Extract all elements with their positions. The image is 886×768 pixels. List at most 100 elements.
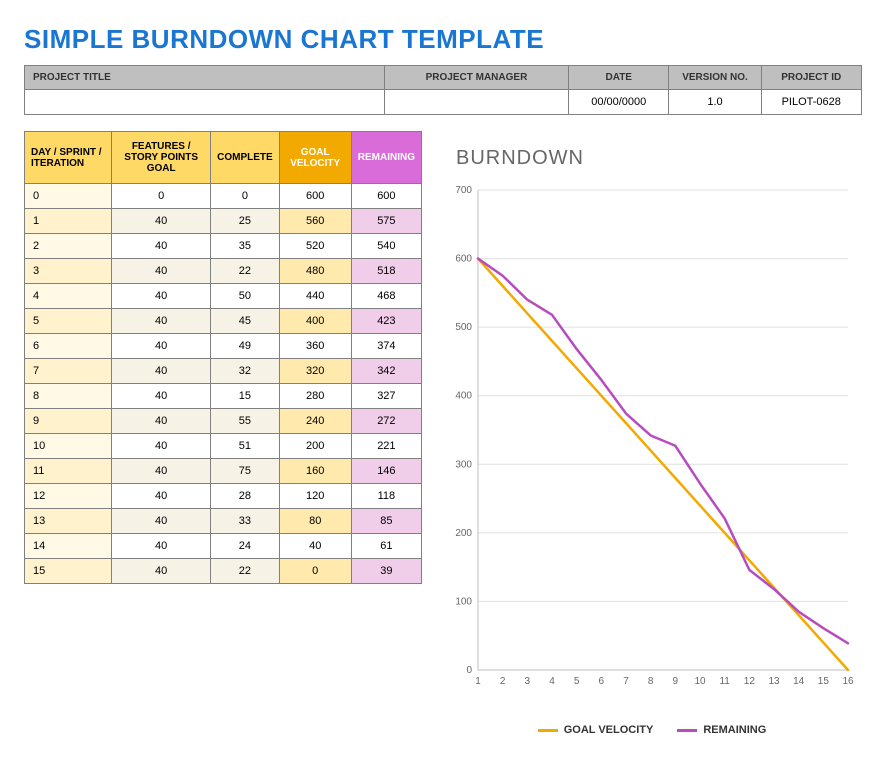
cell-points: 40 — [112, 234, 211, 259]
cell-day: 11 — [25, 459, 112, 484]
cell-goal-velocity: 320 — [279, 359, 351, 384]
cell-day: 15 — [25, 559, 112, 584]
legend-label: REMAINING — [703, 724, 766, 736]
meta-header-project-title: PROJECT TITLE — [25, 66, 385, 90]
svg-text:200: 200 — [455, 528, 472, 539]
meta-value-version[interactable]: 1.0 — [669, 90, 761, 115]
table-row: 114075160146 — [25, 459, 422, 484]
cell-day: 12 — [25, 484, 112, 509]
cell-complete: 15 — [211, 384, 280, 409]
burndown-chart-container: BURNDOWN 0100200300400500600700123456789… — [442, 131, 862, 736]
svg-text:8: 8 — [648, 676, 654, 687]
cell-points: 40 — [112, 534, 211, 559]
svg-text:16: 16 — [842, 676, 854, 687]
cell-points: 40 — [112, 509, 211, 534]
cell-goal-velocity: 0 — [279, 559, 351, 584]
meta-header-version: VERSION NO. — [669, 66, 761, 90]
cell-remaining: 39 — [351, 559, 421, 584]
meta-value-date[interactable]: 00/00/0000 — [569, 90, 669, 115]
cell-complete: 24 — [211, 534, 280, 559]
cell-goal-velocity: 400 — [279, 309, 351, 334]
cell-complete: 55 — [211, 409, 280, 434]
cell-day: 2 — [25, 234, 112, 259]
cell-goal-velocity: 440 — [279, 284, 351, 309]
cell-remaining: 342 — [351, 359, 421, 384]
cell-day: 14 — [25, 534, 112, 559]
svg-text:500: 500 — [455, 322, 472, 333]
chart-legend: GOAL VELOCITY REMAINING — [442, 724, 862, 736]
cell-goal-velocity: 360 — [279, 334, 351, 359]
cell-goal-velocity: 40 — [279, 534, 351, 559]
cell-goal-velocity: 200 — [279, 434, 351, 459]
cell-remaining: 118 — [351, 484, 421, 509]
cell-complete: 45 — [211, 309, 280, 334]
cell-complete: 50 — [211, 284, 280, 309]
svg-text:7: 7 — [623, 676, 629, 687]
svg-text:11: 11 — [719, 676, 730, 687]
cell-remaining: 374 — [351, 334, 421, 359]
svg-text:600: 600 — [455, 254, 472, 265]
cell-complete: 51 — [211, 434, 280, 459]
cell-points: 40 — [112, 334, 211, 359]
table-row: 24035520540 — [25, 234, 422, 259]
cell-complete: 22 — [211, 259, 280, 284]
cell-points: 40 — [112, 459, 211, 484]
meta-header-project-manager: PROJECT MANAGER — [384, 66, 568, 90]
cell-complete: 75 — [211, 459, 280, 484]
cell-complete: 28 — [211, 484, 280, 509]
cell-remaining: 423 — [351, 309, 421, 334]
table-row: 104051200221 — [25, 434, 422, 459]
legend-label: GOAL VELOCITY — [564, 724, 654, 736]
col-header-remaining: REMAINING — [351, 132, 421, 184]
table-row: 1340338085 — [25, 509, 422, 534]
svg-text:13: 13 — [768, 676, 780, 687]
cell-points: 40 — [112, 434, 211, 459]
cell-points: 40 — [112, 359, 211, 384]
cell-day: 4 — [25, 284, 112, 309]
col-header-day: DAY / SPRINT / ITERATION — [25, 132, 112, 184]
burndown-data-table: DAY / SPRINT / ITERATION FEATURES / STOR… — [24, 131, 422, 584]
cell-points: 40 — [112, 209, 211, 234]
svg-text:100: 100 — [455, 596, 472, 607]
meta-value-project-title[interactable] — [25, 90, 385, 115]
meta-header-project-id: PROJECT ID — [761, 66, 861, 90]
svg-text:14: 14 — [793, 676, 805, 687]
cell-remaining: 600 — [351, 184, 421, 209]
meta-header-date: DATE — [569, 66, 669, 90]
cell-points: 40 — [112, 384, 211, 409]
svg-text:9: 9 — [673, 676, 679, 687]
project-meta-table: PROJECT TITLE PROJECT MANAGER DATE VERSI… — [24, 65, 862, 115]
table-row: 124028120118 — [25, 484, 422, 509]
svg-text:2: 2 — [500, 676, 506, 687]
table-row: 000600600 — [25, 184, 422, 209]
legend-swatch — [538, 729, 558, 732]
meta-value-project-manager[interactable] — [384, 90, 568, 115]
svg-text:5: 5 — [574, 676, 580, 687]
cell-complete: 25 — [211, 209, 280, 234]
table-row: 64049360374 — [25, 334, 422, 359]
cell-remaining: 146 — [351, 459, 421, 484]
col-header-complete: COMPLETE — [211, 132, 280, 184]
svg-text:15: 15 — [818, 676, 830, 687]
cell-day: 3 — [25, 259, 112, 284]
table-row: 154022039 — [25, 559, 422, 584]
cell-remaining: 575 — [351, 209, 421, 234]
svg-text:300: 300 — [455, 459, 472, 470]
cell-remaining: 327 — [351, 384, 421, 409]
table-row: 94055240272 — [25, 409, 422, 434]
cell-remaining: 221 — [351, 434, 421, 459]
cell-goal-velocity: 240 — [279, 409, 351, 434]
cell-complete: 35 — [211, 234, 280, 259]
meta-value-project-id[interactable]: PILOT-0628 — [761, 90, 861, 115]
svg-text:6: 6 — [599, 676, 605, 687]
cell-day: 10 — [25, 434, 112, 459]
legend-swatch — [677, 729, 697, 732]
data-table-header-row: DAY / SPRINT / ITERATION FEATURES / STOR… — [25, 132, 422, 184]
cell-day: 13 — [25, 509, 112, 534]
cell-remaining: 518 — [351, 259, 421, 284]
cell-points: 40 — [112, 409, 211, 434]
cell-points: 40 — [112, 284, 211, 309]
col-header-points: FEATURES / STORY POINTS GOAL — [112, 132, 211, 184]
legend-item: GOAL VELOCITY — [538, 724, 654, 736]
svg-text:0: 0 — [466, 665, 472, 676]
